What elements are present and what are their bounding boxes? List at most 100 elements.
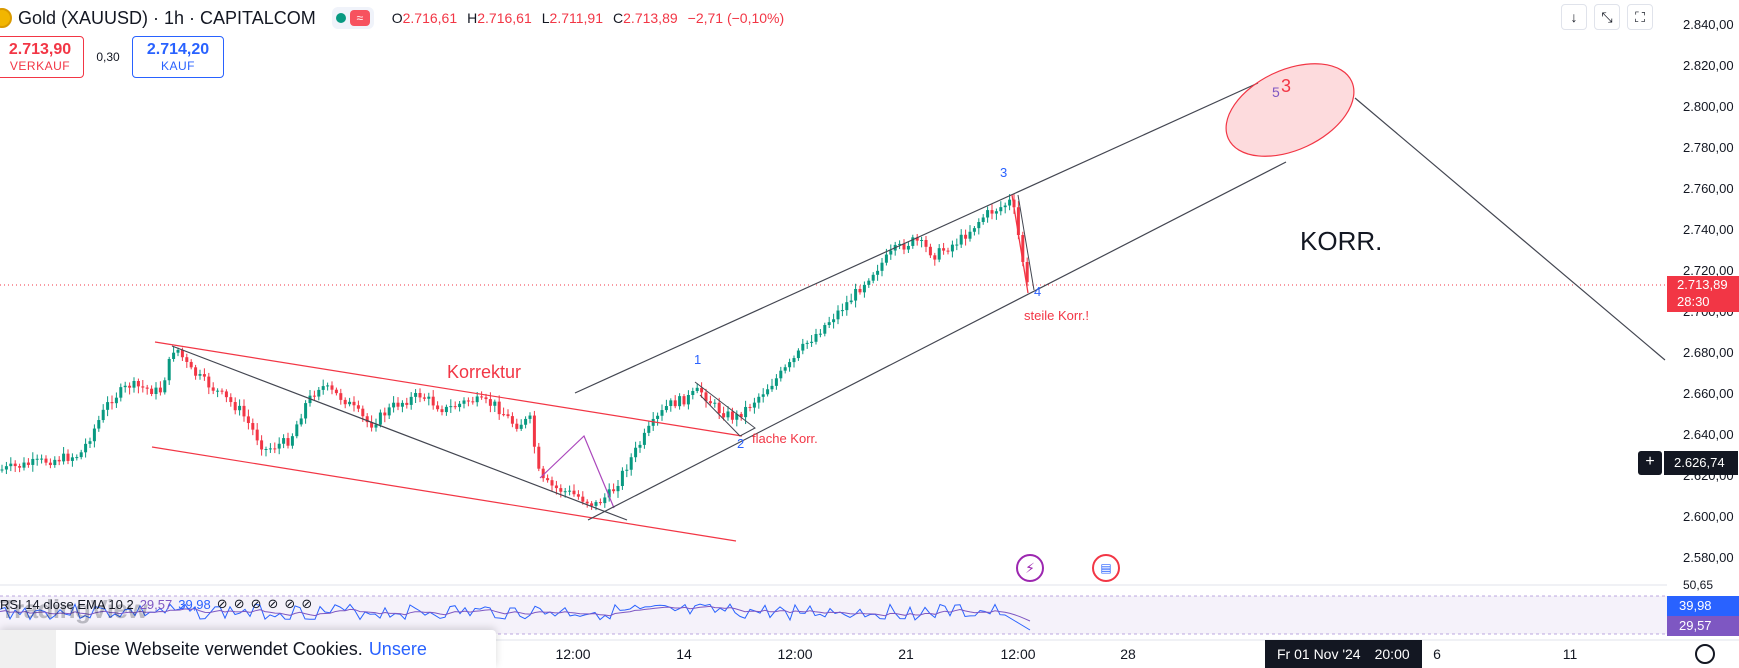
cookie-policy-link[interactable]: Unsere (368, 638, 427, 659)
time-label: 6 (1433, 646, 1441, 662)
time-label: 14 (676, 646, 692, 662)
fullscreen-icon[interactable]: ⛶ (1627, 4, 1653, 30)
annotation-korrektur[interactable]: Korrektur (447, 362, 522, 382)
candle-body (845, 302, 849, 311)
sell-button[interactable]: 2.713,90 VERKAUF (0, 36, 84, 78)
annotation-steile-korr[interactable]: steile Korr.! (1024, 308, 1090, 323)
candle-body (898, 243, 902, 245)
hidden-eye-icon[interactable]: ⊘ (250, 596, 262, 611)
candle-body (440, 409, 444, 413)
symbol-title[interactable]: Gold (XAUUSD) · 1h · CAPITALCOM (18, 7, 316, 28)
candle-body (766, 389, 770, 395)
hidden-eye-icon[interactable]: ⊘ (216, 596, 228, 611)
candle-body (194, 367, 198, 376)
candle-body (251, 423, 255, 430)
candle-body (761, 394, 765, 397)
candle-body (920, 239, 924, 241)
buy-button[interactable]: 2.714,20 KAUF (132, 36, 224, 78)
candle-body (726, 411, 730, 418)
axis-settings-icon[interactable] (1695, 644, 1715, 664)
candle-body (361, 408, 365, 417)
candle-body (277, 443, 281, 449)
candle-body (409, 396, 413, 405)
candle-body (497, 401, 501, 415)
candle-body (854, 288, 858, 301)
rsi-tag-blue: 39,98 (1667, 596, 1739, 616)
candle-body (594, 502, 598, 506)
market-open-icon (335, 13, 346, 23)
candle-body (123, 385, 127, 388)
candle-body (796, 350, 800, 359)
candle-body (326, 385, 330, 387)
candle-body (902, 243, 906, 250)
candle-body (97, 420, 101, 429)
candle-body (559, 488, 563, 492)
candle-body (634, 447, 638, 458)
candle-body (840, 310, 844, 312)
annotation-flache-korr[interactable]: flache Korr. (752, 431, 818, 446)
candle-body (422, 397, 426, 399)
annotation-wave-4[interactable]: 4 (1034, 284, 1042, 299)
annotation-korr[interactable]: KORR. (1300, 226, 1383, 256)
candle-body (273, 448, 277, 450)
annotation-wave-2[interactable]: 2 (737, 436, 745, 451)
rsi-legend[interactable]: RSI 14 close EMA 10 2 29,57 39,98 ⊘ ⊘ ⊘ … (0, 596, 312, 612)
candle-body (392, 402, 396, 408)
candle-body (748, 406, 752, 408)
annotation-wave-1[interactable]: 1 (694, 352, 702, 367)
hidden-eye-icon[interactable]: ⊘ (267, 596, 279, 611)
candle-body (132, 381, 136, 388)
candle-body (35, 458, 39, 460)
candle-body (70, 457, 74, 461)
candle-body (154, 387, 158, 395)
candle-body (484, 397, 488, 400)
candle-body (924, 239, 928, 247)
hidden-eye-icon[interactable]: ⊘ (284, 596, 296, 611)
candle-body (458, 403, 462, 408)
candle-body (546, 478, 550, 481)
candle-body (616, 485, 620, 492)
price-tick: 2.800,00 (1683, 99, 1734, 114)
time-axis[interactable]: 12:00 14 12:00 21 12:00 28 6 11 (0, 640, 1739, 668)
cookie-banner-icon (0, 630, 56, 668)
candle-body (1008, 199, 1012, 206)
candle-body (242, 405, 246, 417)
crosshair-time: 20:00 (1374, 646, 1410, 662)
candle-body (884, 254, 888, 263)
candle-body (101, 409, 105, 421)
collapse-icon[interactable]: ⤡ (1594, 4, 1620, 30)
candle-body (933, 255, 937, 260)
cookie-text: Diese Webseite verwendet Cookies. (74, 638, 363, 659)
candle-body (18, 466, 22, 468)
annotation-wave-3[interactable]: 3 (1000, 165, 1008, 180)
candle-body (396, 402, 400, 407)
candle-body (977, 221, 981, 229)
candle-body (515, 423, 519, 429)
candle-body (466, 400, 470, 402)
hidden-eye-icon[interactable]: ⊘ (233, 596, 245, 611)
rising-channel-top (574, 82, 1259, 394)
candle-body (158, 387, 162, 393)
add-alert-plus-icon[interactable]: + (1638, 451, 1662, 475)
hidden-eye-icon[interactable]: ⊘ (301, 596, 313, 611)
candle-body (880, 262, 884, 271)
candle-body (0, 469, 4, 471)
time-label: 11 (1562, 646, 1578, 662)
market-status-pill[interactable]: ≈ (331, 7, 374, 29)
candle-body (180, 349, 184, 358)
ohlc-high-key: H (467, 10, 478, 26)
us-flag-event-icon[interactable]: ▤ (1092, 554, 1120, 582)
candle-body (867, 280, 871, 285)
candle-body (858, 288, 862, 293)
download-icon[interactable]: ↓ (1561, 4, 1587, 30)
price-tick: 2.600,00 (1683, 509, 1734, 524)
rsi-value-2: 39,98 (178, 596, 211, 612)
sell-price: 2.713,90 (8, 41, 72, 58)
annotation-wave-5[interactable]: 5 (1272, 84, 1280, 100)
candle-body (660, 410, 664, 416)
annotation-wave-3-red[interactable]: 3 (1281, 76, 1292, 96)
lightning-event-icon[interactable]: ⚡ (1016, 554, 1044, 582)
candle-body (964, 234, 968, 239)
price-scale[interactable]: 2.840,00 2.820,00 2.800,00 2.780,00 2.76… (1675, 0, 1739, 640)
